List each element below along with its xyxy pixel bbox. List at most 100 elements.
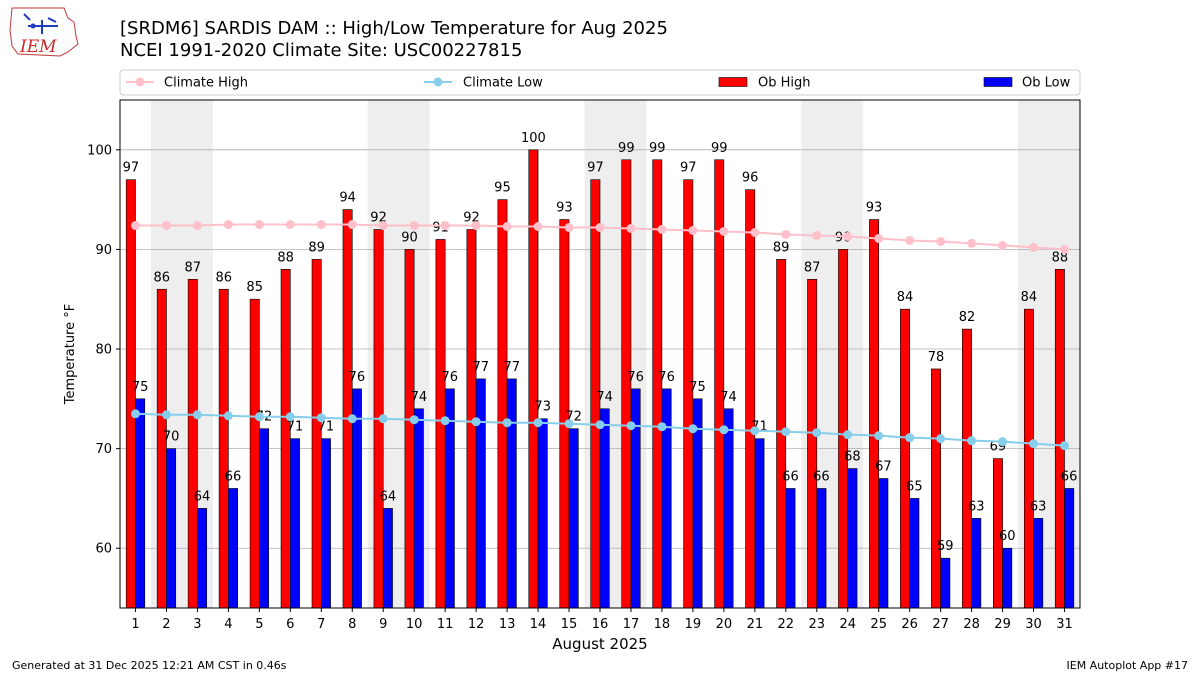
ob-high-label: 94: [339, 191, 356, 206]
ob-low-bar: [661, 388, 672, 609]
ob-low-bar: [166, 448, 177, 609]
ob-low-label: 70: [163, 430, 180, 445]
ob-low-label: 75: [132, 380, 149, 395]
legend-climate-high-marker: [135, 77, 145, 87]
climate-low-point: [378, 414, 388, 424]
climate-low-point: [471, 417, 481, 427]
x-tick-label: 8: [348, 617, 356, 632]
climate-low-point: [595, 420, 605, 430]
ob-high-bar: [187, 278, 198, 609]
climate-high-point: [905, 235, 915, 245]
ob-low-bar: [971, 518, 982, 609]
ob-high-label: 99: [618, 141, 635, 156]
climate-low-point: [161, 410, 171, 420]
legend-ob-low-label: Ob Low: [1022, 76, 1071, 91]
ob-high-bar: [156, 288, 167, 609]
x-tick-label: 26: [901, 617, 918, 632]
ob-low-label: 60: [999, 529, 1016, 544]
ob-high-label: 88: [1052, 250, 1069, 265]
ob-high-bar: [931, 368, 941, 609]
ob-high-label: 97: [123, 161, 140, 176]
ob-low-label: 66: [1061, 469, 1078, 484]
y-tick-label: 90: [95, 243, 112, 258]
climate-low-point: [285, 412, 295, 422]
x-tick-label: 1: [131, 617, 139, 632]
ob-high-bar: [218, 288, 229, 609]
climate-low-point: [750, 426, 760, 436]
iem-logo-text: IEM: [19, 37, 57, 57]
climate-low-point: [316, 413, 326, 423]
footer-app: IEM Autoplot App #17: [1066, 659, 1189, 672]
ob-low-label: 77: [503, 360, 520, 375]
climate-high-point: [347, 220, 357, 230]
ob-high-label: 99: [711, 141, 728, 156]
climate-low-point: [533, 418, 543, 428]
ob-low-label: 75: [689, 380, 706, 395]
ob-high-bar: [1023, 308, 1034, 609]
ob-low-label: 76: [627, 370, 644, 385]
ob-low-bar: [537, 418, 548, 609]
ob-high-label: 82: [959, 310, 976, 325]
ob-low-label: 76: [442, 370, 459, 385]
chart-subtitle: NCEI 1991-2020 Climate Site: USC00227815: [120, 40, 523, 61]
climate-low-point: [440, 416, 450, 426]
y-tick-label: 80: [95, 343, 112, 358]
x-tick-label: 21: [747, 617, 764, 632]
ob-low-label: 65: [906, 479, 923, 494]
climate-low-point: [626, 421, 636, 431]
ob-low-label: 74: [596, 390, 613, 405]
climate-high-point: [750, 227, 760, 237]
legend-ob-high-swatch: [718, 77, 748, 87]
iem-logo: IEM: [9, 7, 79, 57]
climate-high-point: [502, 222, 512, 232]
x-tick-label: 31: [1056, 617, 1073, 632]
ob-low-bar: [723, 408, 734, 609]
climate-low-point: [812, 428, 822, 438]
ob-low-bar: [320, 438, 331, 609]
climate-low-point: [967, 436, 977, 446]
legend-climate-low-label: Climate Low: [463, 76, 543, 91]
x-tick-label: 12: [468, 617, 485, 632]
climate-high-point: [812, 230, 822, 240]
ob-high-label: 89: [773, 240, 790, 255]
climate-high-point: [843, 231, 853, 241]
ob-low-label: 76: [658, 370, 675, 385]
climate-low-point: [843, 430, 853, 440]
climate-high-point: [254, 220, 264, 230]
ob-high-label: 87: [804, 260, 821, 275]
ob-low-label: 71: [287, 420, 304, 435]
ob-high-label: 95: [494, 181, 511, 196]
climate-high-point: [1060, 244, 1070, 254]
climate-high-point: [595, 222, 605, 232]
ob-high-bar: [404, 249, 415, 609]
ob-low-bar: [413, 408, 424, 609]
x-tick-label: 4: [224, 617, 232, 632]
climate-high-point: [192, 221, 202, 231]
ob-low-label: 77: [473, 360, 490, 375]
climate-low-point: [874, 431, 884, 441]
ob-low-bar: [1033, 518, 1044, 609]
y-axis-label: Temperature °F: [63, 304, 78, 405]
plot-area: 9775867087648666857288718971947692649074…: [63, 99, 1081, 653]
x-tick-label: 6: [286, 617, 294, 632]
climate-low-point: [998, 437, 1008, 447]
climate-high-point: [874, 233, 884, 243]
ob-low-label: 66: [225, 469, 242, 484]
x-tick-label: 30: [1025, 617, 1042, 632]
climate-high-point: [936, 236, 946, 246]
ob-low-label: 68: [844, 450, 861, 465]
ob-low-bar: [909, 498, 920, 609]
climate-low-point: [502, 418, 512, 428]
climate-high-point: [688, 225, 698, 235]
x-tick-label: 15: [561, 617, 578, 632]
climate-high-point: [223, 220, 233, 230]
ob-low-bar: [228, 488, 238, 609]
ob-high-label: 93: [556, 201, 573, 216]
legend-climate-low-marker: [433, 77, 443, 87]
ob-high-label: 86: [154, 270, 171, 285]
climate-low-point: [254, 412, 264, 422]
climate-high-point: [378, 221, 388, 231]
x-tick-label: 20: [716, 617, 733, 632]
ob-high-bar: [962, 328, 972, 609]
